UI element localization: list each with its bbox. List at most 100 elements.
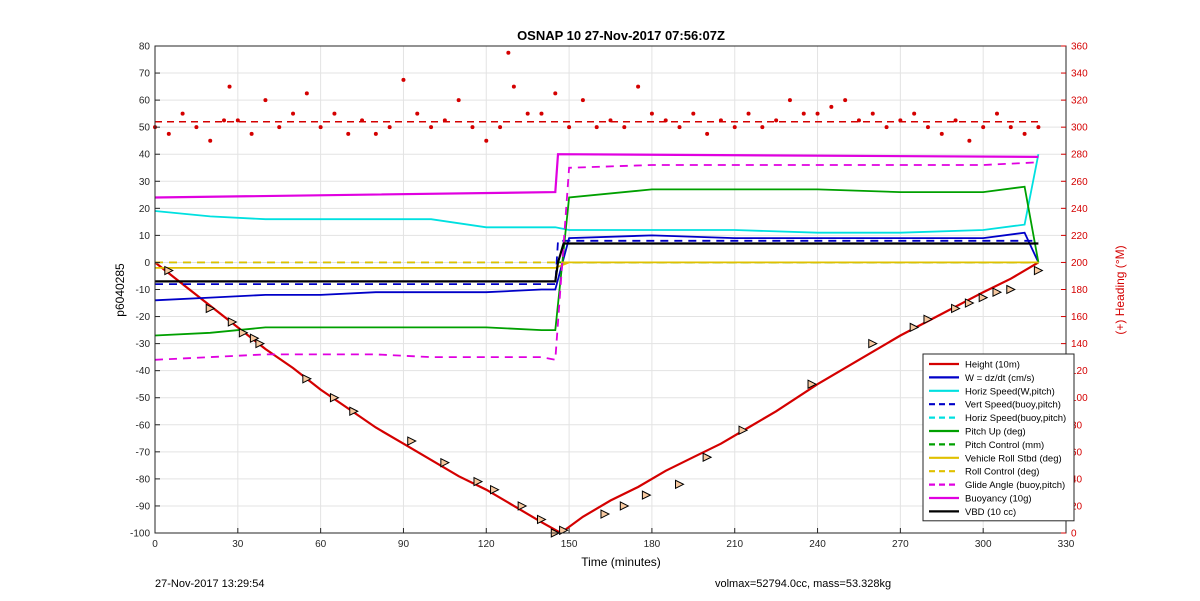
heading-point: [511, 84, 516, 89]
series-line: [154, 231, 1040, 302]
heading-point: [235, 118, 240, 123]
legend-label: W = dz/dt (cm/s): [965, 373, 1034, 384]
heading-point: [884, 125, 889, 130]
dive-marker: [329, 392, 340, 403]
dive-marker: [1006, 284, 1016, 295]
dive-marker: [164, 265, 174, 276]
y-tick-label-left: -60: [136, 420, 151, 431]
y-tick-label-left: -20: [136, 312, 151, 323]
heading-point: [1036, 125, 1041, 130]
dive-marker: [255, 338, 266, 349]
dive-marker: [702, 452, 713, 463]
y-tick-label-right: 360: [1071, 42, 1088, 53]
y-tick-label-left: 80: [139, 42, 151, 53]
y-tick-label-right: 160: [1071, 312, 1088, 323]
heading-point: [677, 125, 682, 130]
series-line: [154, 161, 1039, 361]
heading-point: [346, 131, 351, 136]
volmax-mass-label: volmax=52794.0cc, mass=53.328kg: [715, 578, 892, 590]
heading-point: [429, 125, 434, 130]
y-tick-label-right: 200: [1071, 258, 1088, 269]
heading-point: [705, 131, 710, 136]
heading-point: [277, 125, 282, 130]
y-tick-label-right: 80: [1071, 420, 1083, 431]
dive-marker: [227, 317, 238, 327]
heading-point: [953, 118, 958, 123]
x-tick-label: 210: [726, 539, 743, 550]
heading-point: [787, 98, 792, 103]
dive-marker: [517, 501, 528, 511]
y-tick-label-left: 20: [139, 204, 151, 215]
heading-point: [925, 125, 930, 130]
y-tick-label-left: -40: [136, 366, 151, 377]
heading-point: [249, 131, 254, 136]
y-tick-label-left: -100: [130, 529, 150, 540]
dive-marker: [407, 436, 417, 446]
legend-label: Pitch Control (mm): [965, 440, 1044, 451]
heading-point: [567, 125, 572, 130]
heading-point: [227, 84, 232, 89]
heading-point: [760, 125, 765, 130]
y-tick-label-left: 70: [139, 69, 151, 80]
y-tick-label-left: -30: [136, 339, 151, 350]
y-tick-label-left: 50: [139, 123, 151, 134]
dive-marker: [205, 303, 216, 314]
y-tick-label-right: 260: [1071, 177, 1088, 188]
legend-label: VBD (10 cc): [965, 507, 1016, 518]
dive-marker: [675, 479, 685, 490]
heading-point: [304, 91, 309, 96]
heading-point: [843, 98, 848, 103]
heading-point: [580, 98, 585, 103]
legend-label: Vehicle Roll Stbd (deg): [965, 453, 1062, 464]
legend-label: Pitch Up (deg): [965, 427, 1026, 438]
y-tick-label-left: 40: [139, 150, 151, 161]
y-tick-label-right: 180: [1071, 285, 1088, 296]
heading-point: [636, 84, 641, 89]
y-tick-label-left: 60: [139, 96, 151, 107]
heading-point: [912, 111, 917, 116]
y-tick-label-right: 280: [1071, 150, 1088, 161]
y-tick-label-right: 320: [1071, 96, 1088, 107]
y-tick-label-right: 220: [1071, 231, 1088, 242]
y-tick-label-left: -70: [136, 447, 151, 458]
dive-marker: [738, 425, 749, 435]
y-tick-label-right: 240: [1071, 204, 1088, 215]
heading-point: [1008, 125, 1013, 130]
heading-point: [484, 138, 489, 143]
heading-point: [525, 111, 530, 116]
heading-point: [732, 125, 737, 130]
heading-point: [608, 118, 613, 123]
heading-point: [180, 111, 185, 116]
heading-point: [939, 131, 944, 136]
dive-marker: [440, 457, 450, 468]
legend-label: Height (10m): [965, 360, 1020, 371]
x-tick-label: 270: [892, 539, 909, 550]
y-tick-label-right: 40: [1071, 474, 1083, 485]
x-tick-label: 300: [975, 539, 992, 550]
plot-area: [153, 50, 1044, 538]
y-tick-label-right: 120: [1071, 366, 1088, 377]
y-tick-label-left: 30: [139, 177, 151, 188]
dive-marker: [964, 298, 975, 308]
heading-point: [746, 111, 751, 116]
legend-label: Horiz Speed(W,pitch): [965, 386, 1055, 397]
heading-point: [553, 91, 558, 96]
y-tick-label-right: 0: [1071, 529, 1077, 540]
dive-marker: [536, 514, 547, 525]
dive-marker: [923, 314, 934, 325]
heading-point: [470, 125, 475, 130]
dive-marker: [249, 333, 260, 344]
series-line: [155, 239, 1039, 286]
heading-point: [815, 111, 820, 116]
dive-marker: [909, 322, 920, 333]
x-tick-label: 150: [561, 539, 578, 550]
heading-point: [318, 125, 323, 130]
legend-label: Roll Control (deg): [965, 467, 1039, 478]
heading-point: [1022, 131, 1027, 136]
legend-label: Vert Speed(buoy,pitch): [965, 400, 1061, 411]
heading-point: [718, 118, 723, 123]
series-line: [154, 154, 1040, 234]
heading-point: [415, 111, 420, 116]
heading-point: [263, 98, 268, 103]
y-tick-label-right: 300: [1071, 123, 1088, 134]
